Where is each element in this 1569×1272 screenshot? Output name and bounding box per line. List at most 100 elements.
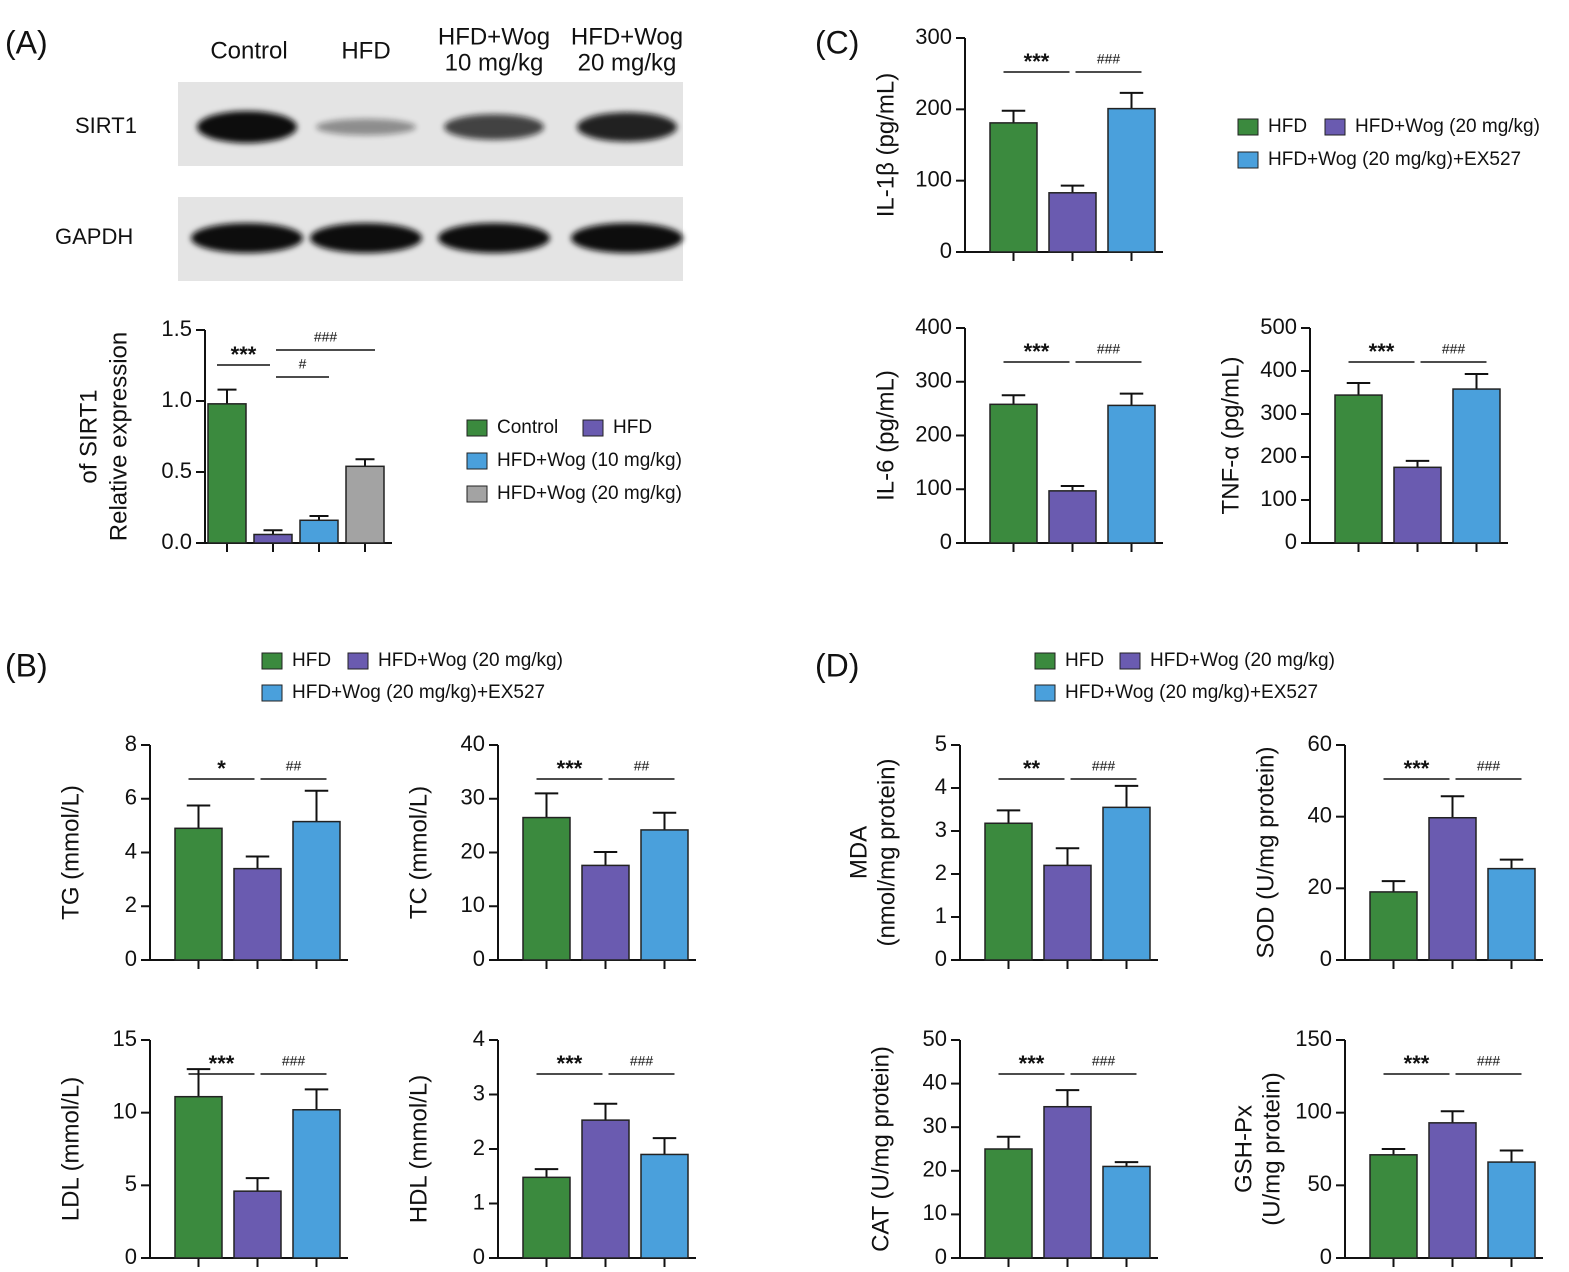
y-tick-label: 100	[915, 475, 952, 500]
blot-band	[197, 111, 297, 143]
significance-label: ***	[1019, 1051, 1045, 1076]
significance-label: #	[299, 356, 307, 372]
y-tick-label: 0	[935, 1244, 947, 1269]
y-axis-label: TNF-α (pg/mL)	[1217, 357, 1244, 515]
bar	[299, 519, 339, 544]
bar	[292, 820, 341, 961]
y-tick-label: 3	[935, 817, 947, 842]
y-axis-label: SOD (U/mg protein)	[1252, 746, 1279, 958]
significance-label: ###	[1442, 341, 1466, 357]
bar	[233, 1190, 282, 1259]
panel-label: (A)	[5, 24, 48, 60]
y-tick-label: 10	[461, 892, 485, 917]
blot-band	[310, 223, 422, 253]
bar	[1452, 388, 1501, 544]
y-tick-label: 5	[125, 1171, 137, 1196]
legend-label: HFD+Wog (10 mg/kg)	[497, 450, 682, 471]
y-axis-label: TC (mmol/L)	[405, 786, 432, 919]
y-tick-label: 0	[473, 1244, 485, 1269]
bar	[207, 403, 247, 544]
y-tick-label: 100	[1295, 1098, 1332, 1123]
y-axis-label: HDL (mmol/L)	[405, 1075, 432, 1223]
lane-label: HFD+Wog	[438, 23, 550, 50]
y-tick-label: 3	[473, 1080, 485, 1105]
y-tick-label: 200	[1260, 443, 1297, 468]
significance-label: ***	[1404, 756, 1430, 781]
legend-swatch	[466, 419, 488, 437]
y-tick-label: 400	[1260, 357, 1297, 382]
y-tick-label: 60	[1308, 731, 1332, 756]
y-tick-label: 0	[940, 238, 952, 263]
significance-label: ***	[209, 1051, 235, 1076]
bar	[581, 864, 630, 961]
significance-label: ###	[314, 329, 338, 345]
y-axis-label: Relative expression	[105, 332, 132, 541]
bar	[989, 403, 1038, 544]
y-tick-label: 1.5	[161, 316, 192, 341]
y-axis-label: TG (mmol/L)	[57, 785, 84, 920]
legend-swatch	[1237, 118, 1259, 136]
legend-label: HFD+Wog (20 mg/kg)	[1355, 116, 1540, 137]
bar	[1428, 816, 1477, 961]
bar	[1102, 1165, 1151, 1259]
bar	[1107, 107, 1156, 253]
legend-label: HFD+Wog (20 mg/kg)+EX527	[292, 682, 545, 703]
bar	[1048, 192, 1097, 253]
y-tick-label: 0	[125, 1244, 137, 1269]
y-tick-label: 0	[473, 946, 485, 971]
y-tick-label: 40	[1308, 802, 1332, 827]
blot-band	[316, 118, 416, 136]
blot-band	[438, 223, 550, 253]
legend-label: HFD+Wog (20 mg/kg)	[497, 483, 682, 504]
bar	[292, 1109, 341, 1259]
legend-swatch	[347, 652, 369, 670]
significance-label: ###	[1097, 341, 1121, 357]
legend-swatch	[466, 485, 488, 503]
lane-label: 10 mg/kg	[445, 49, 544, 76]
bar	[1043, 864, 1092, 961]
significance-label: ***	[1404, 1051, 1430, 1076]
bar	[1487, 1161, 1536, 1259]
y-tick-label: 15	[113, 1026, 137, 1051]
significance-label: ###	[1097, 51, 1121, 67]
significance-label: ***	[557, 756, 583, 781]
y-tick-label: 2	[935, 860, 947, 885]
significance-label: ###	[1477, 758, 1501, 774]
bar	[174, 1095, 223, 1259]
legend-label: HFD	[1065, 650, 1104, 671]
y-tick-label: 100	[915, 166, 952, 191]
y-tick-label: 50	[923, 1026, 947, 1051]
y-tick-label: 400	[915, 314, 952, 339]
blot-band	[571, 223, 683, 253]
legend-label: Control	[497, 417, 558, 438]
significance-label: *	[217, 756, 226, 781]
y-tick-label: 0	[940, 529, 952, 554]
significance-label: ###	[1477, 1053, 1501, 1069]
significance-label: ***	[557, 1051, 583, 1076]
y-tick-label: 4	[125, 838, 137, 863]
y-axis-label: IL-1β (pg/mL)	[872, 73, 899, 218]
legend-swatch	[466, 452, 488, 470]
bar	[174, 827, 223, 961]
bar	[984, 822, 1033, 961]
legend-swatch	[1034, 652, 1056, 670]
blot-row-label: SIRT1	[75, 113, 137, 138]
bar	[640, 1153, 689, 1259]
y-tick-label: 20	[461, 838, 485, 863]
legend-swatch	[1119, 652, 1141, 670]
y-tick-label: 2	[125, 892, 137, 917]
bar	[1102, 806, 1151, 961]
legend-swatch	[1034, 684, 1056, 702]
bar	[233, 867, 282, 961]
bar	[1107, 404, 1156, 544]
y-axis-label: CAT (U/mg protein)	[867, 1046, 894, 1252]
y-axis-label: IL-6 (pg/mL)	[872, 370, 899, 501]
significance-label: **	[1023, 756, 1041, 781]
bar	[1369, 891, 1418, 961]
y-tick-label: 0	[1285, 529, 1297, 554]
bar	[345, 465, 385, 544]
bar	[640, 829, 689, 961]
y-tick-label: 0	[1320, 946, 1332, 971]
blot-band	[577, 112, 677, 142]
legend-swatch	[582, 419, 604, 437]
